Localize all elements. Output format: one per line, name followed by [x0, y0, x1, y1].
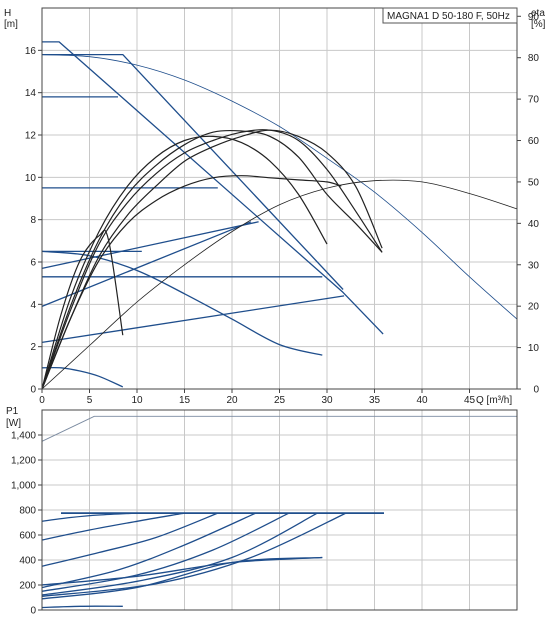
- top-series-constant-1: [42, 53, 344, 290]
- top-right-tick-label-6: 60: [528, 136, 540, 147]
- top-series-proportional-7: [41, 221, 252, 308]
- x-tick-label-1: 5: [87, 395, 93, 406]
- bottom-tick-label-2: 400: [19, 556, 36, 567]
- top-right-tick-label-7: 70: [528, 95, 540, 106]
- top-right-tick-label-5: 50: [528, 177, 540, 188]
- top-left-tick-label-6: 12: [25, 131, 37, 142]
- top-left-tick-label-3: 6: [30, 258, 36, 269]
- bottom-series-power-7: [41, 512, 318, 596]
- top-series-eff-15: [41, 129, 383, 390]
- top-series-max-9: [41, 54, 518, 320]
- top-left-tick-label-2: 4: [30, 300, 36, 311]
- bottom-series-power-8: [41, 512, 347, 597]
- bottom-series-power-2: [41, 512, 138, 522]
- bottom-series-power-5: [41, 512, 257, 589]
- top-left-tick-label-8: 16: [25, 46, 37, 57]
- x-tick-label-7: 35: [369, 395, 381, 406]
- top-series-proportional-8: [41, 295, 345, 344]
- bottom-series-power-9: [41, 556, 323, 600]
- bottom-tick-label-6: 1,200: [11, 456, 36, 467]
- bottom-tick-label-7: 1,400: [11, 431, 36, 442]
- top-right-tick-label-1: 10: [528, 343, 540, 354]
- bottom-series-power-11: [41, 605, 123, 609]
- top-left-tick-label-4: 8: [30, 215, 36, 226]
- x-tick-label-8: 40: [416, 395, 428, 406]
- top-left-tick-label-0: 0: [30, 385, 36, 396]
- bottom-y-axis-unit: [W]: [6, 418, 21, 429]
- top-left-tick-label-7: 14: [25, 88, 37, 99]
- x-tick-label-6: 30: [321, 395, 333, 406]
- x-tick-label-5: 25: [274, 395, 286, 406]
- x-tick-label-9: 45: [464, 395, 476, 406]
- top-right-tick-label-3: 30: [528, 260, 540, 271]
- top-series-eff-16: [41, 129, 383, 390]
- bottom-tick-label-5: 1,000: [11, 481, 36, 492]
- top-right-axis-unit: [%]: [531, 19, 546, 30]
- top-ticks: 0 5 10 15 20 25 30 35 40 45 0 2 4 6 8 10 12 14 16 0 10 20 30 40…: [25, 12, 540, 406]
- top-left-tick-label-5: 10: [25, 173, 37, 184]
- top-left-tick-label-1: 2: [30, 342, 36, 353]
- top-series-min-11: [41, 366, 124, 388]
- top-series-eff-17: [41, 175, 342, 390]
- top-series-proportional-6: [41, 221, 259, 270]
- top-series: [41, 41, 518, 390]
- top-y-axis-label: H: [4, 8, 11, 19]
- bottom-ticks: 0 200 400 600 800 1,000 1,200 1,400: [11, 431, 42, 617]
- x-tick-label-4: 20: [226, 395, 238, 406]
- top-y-axis-unit: [m]: [4, 19, 18, 30]
- bottom-tick-label-3: 600: [19, 531, 36, 542]
- top-right-tick-label-0: 0: [533, 385, 539, 396]
- bottom-series-max-0: [41, 415, 517, 442]
- chart-title: MAGNA1 D 50-180 F, 50Hz: [387, 11, 510, 22]
- top-series-min-10: [41, 250, 323, 356]
- top-series-proportional-0: [42, 41, 384, 335]
- top-series-eff-12: [41, 179, 518, 390]
- top-series-eff-13: [41, 135, 328, 390]
- bottom-series-power-4: [41, 512, 219, 567]
- x-axis-label: Q [m³/h]: [476, 395, 512, 406]
- bottom-y-axis-label: P1: [6, 406, 19, 417]
- bottom-tick-label-0: 0: [30, 606, 36, 617]
- x-tick-label-3: 15: [179, 395, 191, 406]
- bottom-series-power-6: [41, 512, 290, 592]
- bottom-series: [41, 415, 517, 609]
- title-box: MAGNA1 D 50-180 F, 50Hz: [382, 7, 518, 24]
- x-tick-label-2: 10: [131, 395, 143, 406]
- bottom-tick-label-1: 200: [19, 581, 36, 592]
- top-right-tick-label-9: 90: [528, 12, 540, 23]
- top-series-eff-14: [41, 129, 383, 390]
- top-right-tick-label-4: 40: [528, 219, 540, 230]
- bottom-series-power-10: [41, 556, 323, 586]
- x-tick-label-0: 0: [39, 395, 45, 406]
- top-right-tick-label-2: 20: [528, 302, 540, 313]
- bottom-tick-label-4: 800: [19, 506, 36, 517]
- title-box-border: [382, 7, 518, 24]
- top-right-axis-label: eta: [531, 8, 545, 19]
- top-right-tick-label-8: 80: [528, 53, 540, 64]
- bottom-series-power-3: [41, 512, 185, 541]
- top-series-eff-18: [41, 229, 124, 390]
